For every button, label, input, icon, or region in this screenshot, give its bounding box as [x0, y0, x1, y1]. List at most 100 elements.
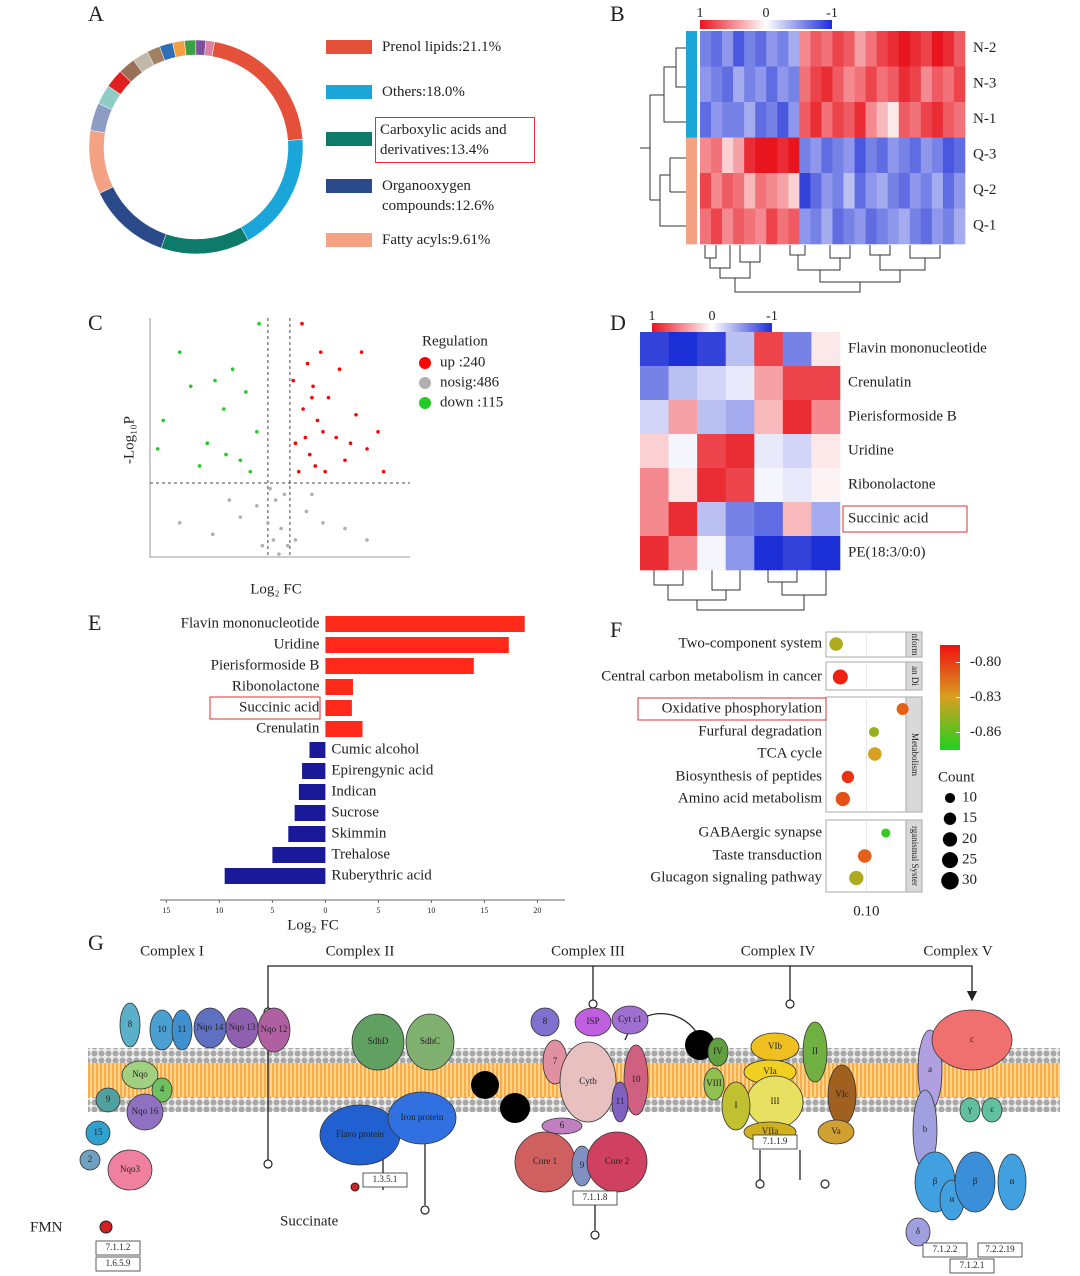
heatmap-cell: [754, 468, 784, 503]
subunit-label: β: [973, 1176, 978, 1186]
heatmap-cell: [843, 137, 855, 174]
heatmap-cell: [843, 102, 855, 138]
point: [213, 378, 217, 383]
heatmap-cell: [668, 468, 698, 503]
row-label: Q-2: [973, 182, 996, 198]
subunit-label: Nqo 14: [197, 1022, 224, 1032]
heatmap-cell: [821, 208, 833, 245]
subunit-label: 7: [553, 1056, 558, 1066]
heatmap-cell: [697, 536, 727, 571]
subunit-label: Nqo3: [120, 1164, 140, 1174]
subunit-label: α: [1010, 1176, 1015, 1186]
heatmap-cell: [700, 208, 712, 245]
category-label: Ribonolactone: [232, 678, 320, 694]
heatmap-cell: [700, 66, 712, 103]
heatmap-cell: [811, 366, 841, 401]
subunit: [817, 1119, 855, 1145]
subunit-label: Nqo: [132, 1069, 148, 1079]
heatmap-cell: [854, 173, 866, 209]
size-legend-label: 15: [962, 810, 977, 826]
subunit: [981, 1097, 1003, 1123]
subunit-label: IV: [713, 1046, 723, 1056]
subunit: [802, 1021, 828, 1083]
point: [381, 469, 386, 474]
bar: [325, 700, 352, 716]
ec-label: 7.1.1.8: [583, 1192, 608, 1202]
heatmap-cell: [640, 400, 669, 435]
subunit-label: Core 2: [605, 1156, 629, 1166]
heatmap-cell: [821, 31, 833, 67]
heatmap-cell: [876, 31, 889, 67]
highlight-box: [637, 697, 827, 721]
heatmap-cell: [843, 31, 855, 67]
heatmap-cell: [810, 137, 822, 174]
heatmap-cell: [777, 208, 789, 245]
point: [321, 521, 325, 525]
donut-slice: [99, 186, 167, 249]
colorbar: [940, 645, 960, 750]
heatmap-cell: [931, 208, 944, 245]
row-label: Q-1: [973, 218, 996, 234]
heatmap-cell: [744, 31, 756, 67]
heatmap-cell: [754, 434, 784, 469]
colorbar-tick-label: -1: [826, 6, 838, 21]
heatmap-cell: [898, 137, 911, 174]
point: [315, 418, 320, 423]
heatmap-cell: [865, 102, 877, 138]
heatmap-cell: [909, 137, 922, 174]
colorbar-tick-label: 1: [697, 6, 704, 21]
heatmap-cell: [782, 536, 812, 571]
heatmap-cell: [810, 31, 822, 67]
subunit: [707, 1037, 729, 1067]
heatmap-cell: [811, 468, 841, 503]
row-group-bar: [686, 173, 697, 209]
bar: [325, 637, 509, 653]
point: [248, 469, 253, 474]
size-legend-label: 10: [962, 789, 977, 805]
subunit-label: II: [812, 1046, 818, 1056]
heatmap-cell: [799, 173, 811, 209]
row-label: Crenulatin: [848, 374, 912, 390]
substrate-label: FMN: [30, 1219, 63, 1235]
heatmap-cell: [953, 137, 966, 174]
heatmap-cell: [755, 31, 767, 67]
highlight-box: [209, 696, 321, 720]
subunit: [85, 1120, 111, 1146]
point: [300, 321, 304, 326]
point: [334, 435, 338, 440]
highlight-box: [842, 505, 968, 533]
subunit: [405, 1013, 455, 1071]
ec-label: 1.3.5.1: [373, 1174, 398, 1184]
subunit: [611, 1005, 649, 1035]
category-label: Crenulatin: [256, 720, 320, 736]
heatmap-cell: [788, 173, 800, 209]
heatmap-cell: [811, 332, 841, 367]
legend-title: Regulation: [422, 333, 488, 349]
bar: [294, 805, 326, 821]
heatmap-cell: [854, 208, 866, 245]
x-axis-label: Log₂ FC: [287, 917, 339, 933]
complex-label: Complex I: [140, 943, 204, 959]
heatmap-cell: [821, 66, 833, 103]
heatmap-cell: [700, 102, 712, 138]
point: [323, 469, 327, 474]
colorbar-tick-label: 0: [709, 309, 716, 324]
point: [310, 395, 314, 400]
size-legend-marker: [944, 792, 956, 804]
category-label: Succinic acid: [239, 699, 320, 715]
subunit: [107, 1149, 153, 1191]
dot: [832, 669, 848, 685]
heatmap-cell: [640, 332, 669, 367]
heatmap-cell: [810, 208, 822, 245]
subunit-label: 9: [580, 1160, 585, 1170]
point: [205, 441, 210, 445]
heatmap-cell: [832, 137, 844, 174]
subunit-label: b: [923, 1124, 928, 1134]
heatmap-cell: [754, 366, 784, 401]
legend-label: Fatty acyls:9.61%: [382, 232, 491, 248]
legend-label: Carboxylic acids and derivatives:13.4%: [375, 117, 535, 163]
category-label: Epirengynic acid: [331, 762, 434, 778]
heatmap-cell: [711, 31, 723, 67]
heatmap-cell: [953, 208, 966, 245]
category-label: Oxidative phosphorylation: [662, 700, 823, 716]
